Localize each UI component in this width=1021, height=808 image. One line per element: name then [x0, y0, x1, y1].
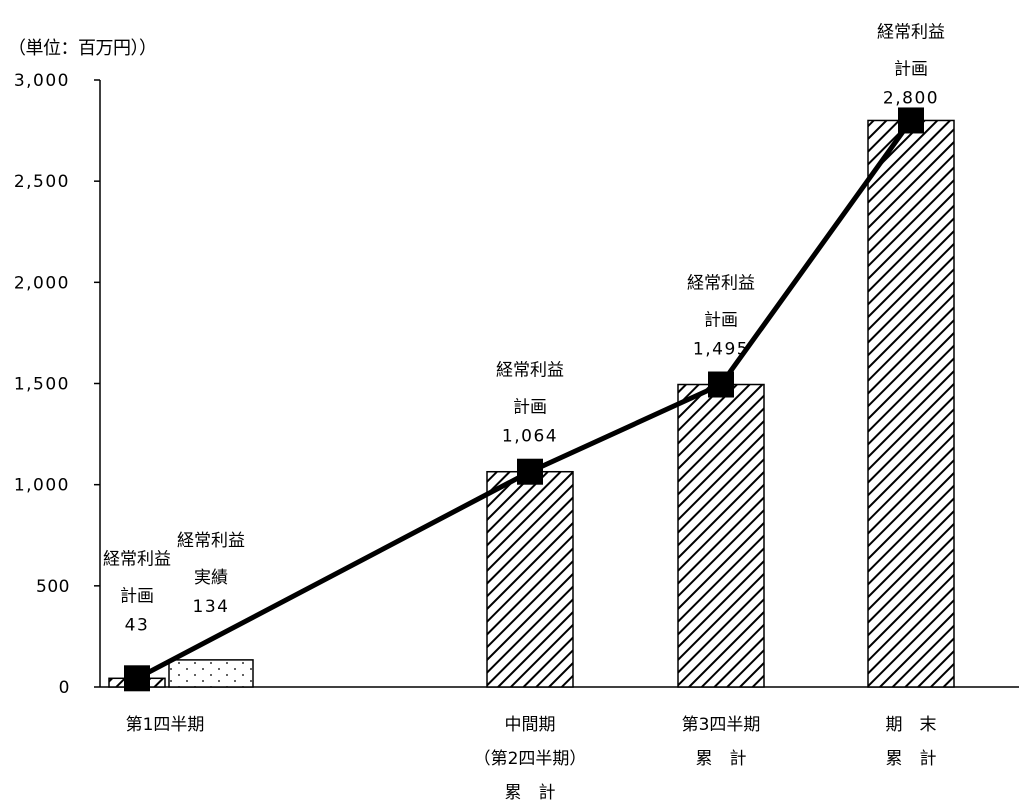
bar-value-label: 2,800 — [883, 88, 939, 108]
bar-caption-label: 経常利益 — [103, 549, 171, 569]
y-tick-label: 0 — [59, 678, 70, 698]
series-point-marker — [898, 107, 924, 134]
series-point-marker — [517, 458, 543, 485]
y-tick-label: 1,000 — [14, 476, 70, 496]
bar-hatch — [867, 119, 955, 688]
x-category-label: 累 計 — [696, 749, 747, 769]
x-category-label: （第2四半期） — [474, 749, 587, 769]
bar-value-label: 134 — [193, 597, 230, 617]
y-tick-label: 3,000 — [14, 71, 70, 91]
x-category-label: 中間期 — [505, 715, 556, 735]
x-category-label: 累 計 — [886, 749, 937, 769]
y-tick-label: 2,500 — [14, 172, 70, 192]
unit-label: （単位：百万円）） — [8, 38, 157, 59]
bar-caption-label: 経常利益 — [877, 22, 945, 42]
y-tick-label: 500 — [36, 577, 70, 597]
series-point-marker — [124, 665, 150, 692]
bar-dots — [168, 659, 254, 688]
x-category-label: 第3四半期 — [682, 715, 761, 735]
bar-value-label: 43 — [125, 615, 150, 635]
bar-value-label: 1,064 — [502, 427, 558, 447]
x-category-label: 累 計 — [505, 783, 556, 803]
bar-caption-label: 計画 — [120, 586, 154, 606]
bar-caption-label: 経常利益 — [496, 361, 564, 381]
bar-caption-label: 経常利益 — [687, 274, 755, 294]
bar-hatch — [677, 383, 765, 688]
y-tick-label: 1,500 — [14, 375, 70, 395]
series-point-marker — [708, 371, 734, 398]
x-category-label: 期 末 — [886, 715, 937, 735]
bar-caption-label: 経常利益 — [177, 531, 245, 551]
bar-caption-label: 計画 — [513, 398, 547, 418]
bar-value-label: 1,495 — [693, 340, 749, 360]
series-line — [135, 119, 914, 681]
bar-hatch — [486, 470, 574, 688]
x-category-label: 第1四半期 — [126, 715, 205, 735]
bar-caption-label: 計画 — [704, 311, 738, 331]
bar-caption-label: 実績 — [194, 568, 228, 588]
y-tick-label: 2,000 — [14, 273, 70, 293]
bar-caption-label: 計画 — [894, 59, 928, 79]
